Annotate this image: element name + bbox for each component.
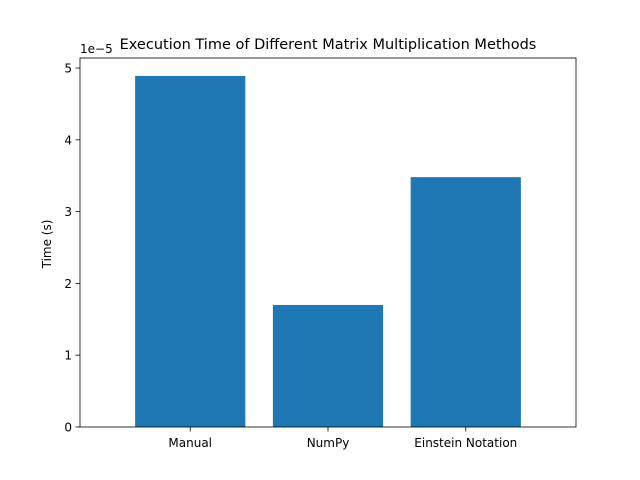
x-tick-label: NumPy xyxy=(307,436,350,450)
y-tick-label: 5 xyxy=(64,62,72,76)
x-tick-label: Einstein Notation xyxy=(414,436,517,450)
plot-area: Manual NumPy Einstein Notation 0 1 2 3 4 5 xyxy=(64,57,577,450)
y-tick-label: 2 xyxy=(64,277,72,291)
axes-frame xyxy=(79,57,577,428)
y-tick-label: 0 xyxy=(64,421,72,435)
y-tick-label: 1 xyxy=(64,349,72,363)
y-tick-label: 4 xyxy=(64,133,72,147)
bar-einstein-notation xyxy=(410,177,521,427)
bar-manual xyxy=(135,75,246,427)
bar-numpy xyxy=(272,304,384,427)
y-axis-offset-label: 1e−5 xyxy=(80,42,113,56)
y-axis-label: Time (s) xyxy=(40,220,54,270)
x-tick-label: Manual xyxy=(168,436,212,450)
chart-title: Execution Time of Different Matrix Multi… xyxy=(120,37,537,53)
y-tick-label: 3 xyxy=(64,205,72,219)
